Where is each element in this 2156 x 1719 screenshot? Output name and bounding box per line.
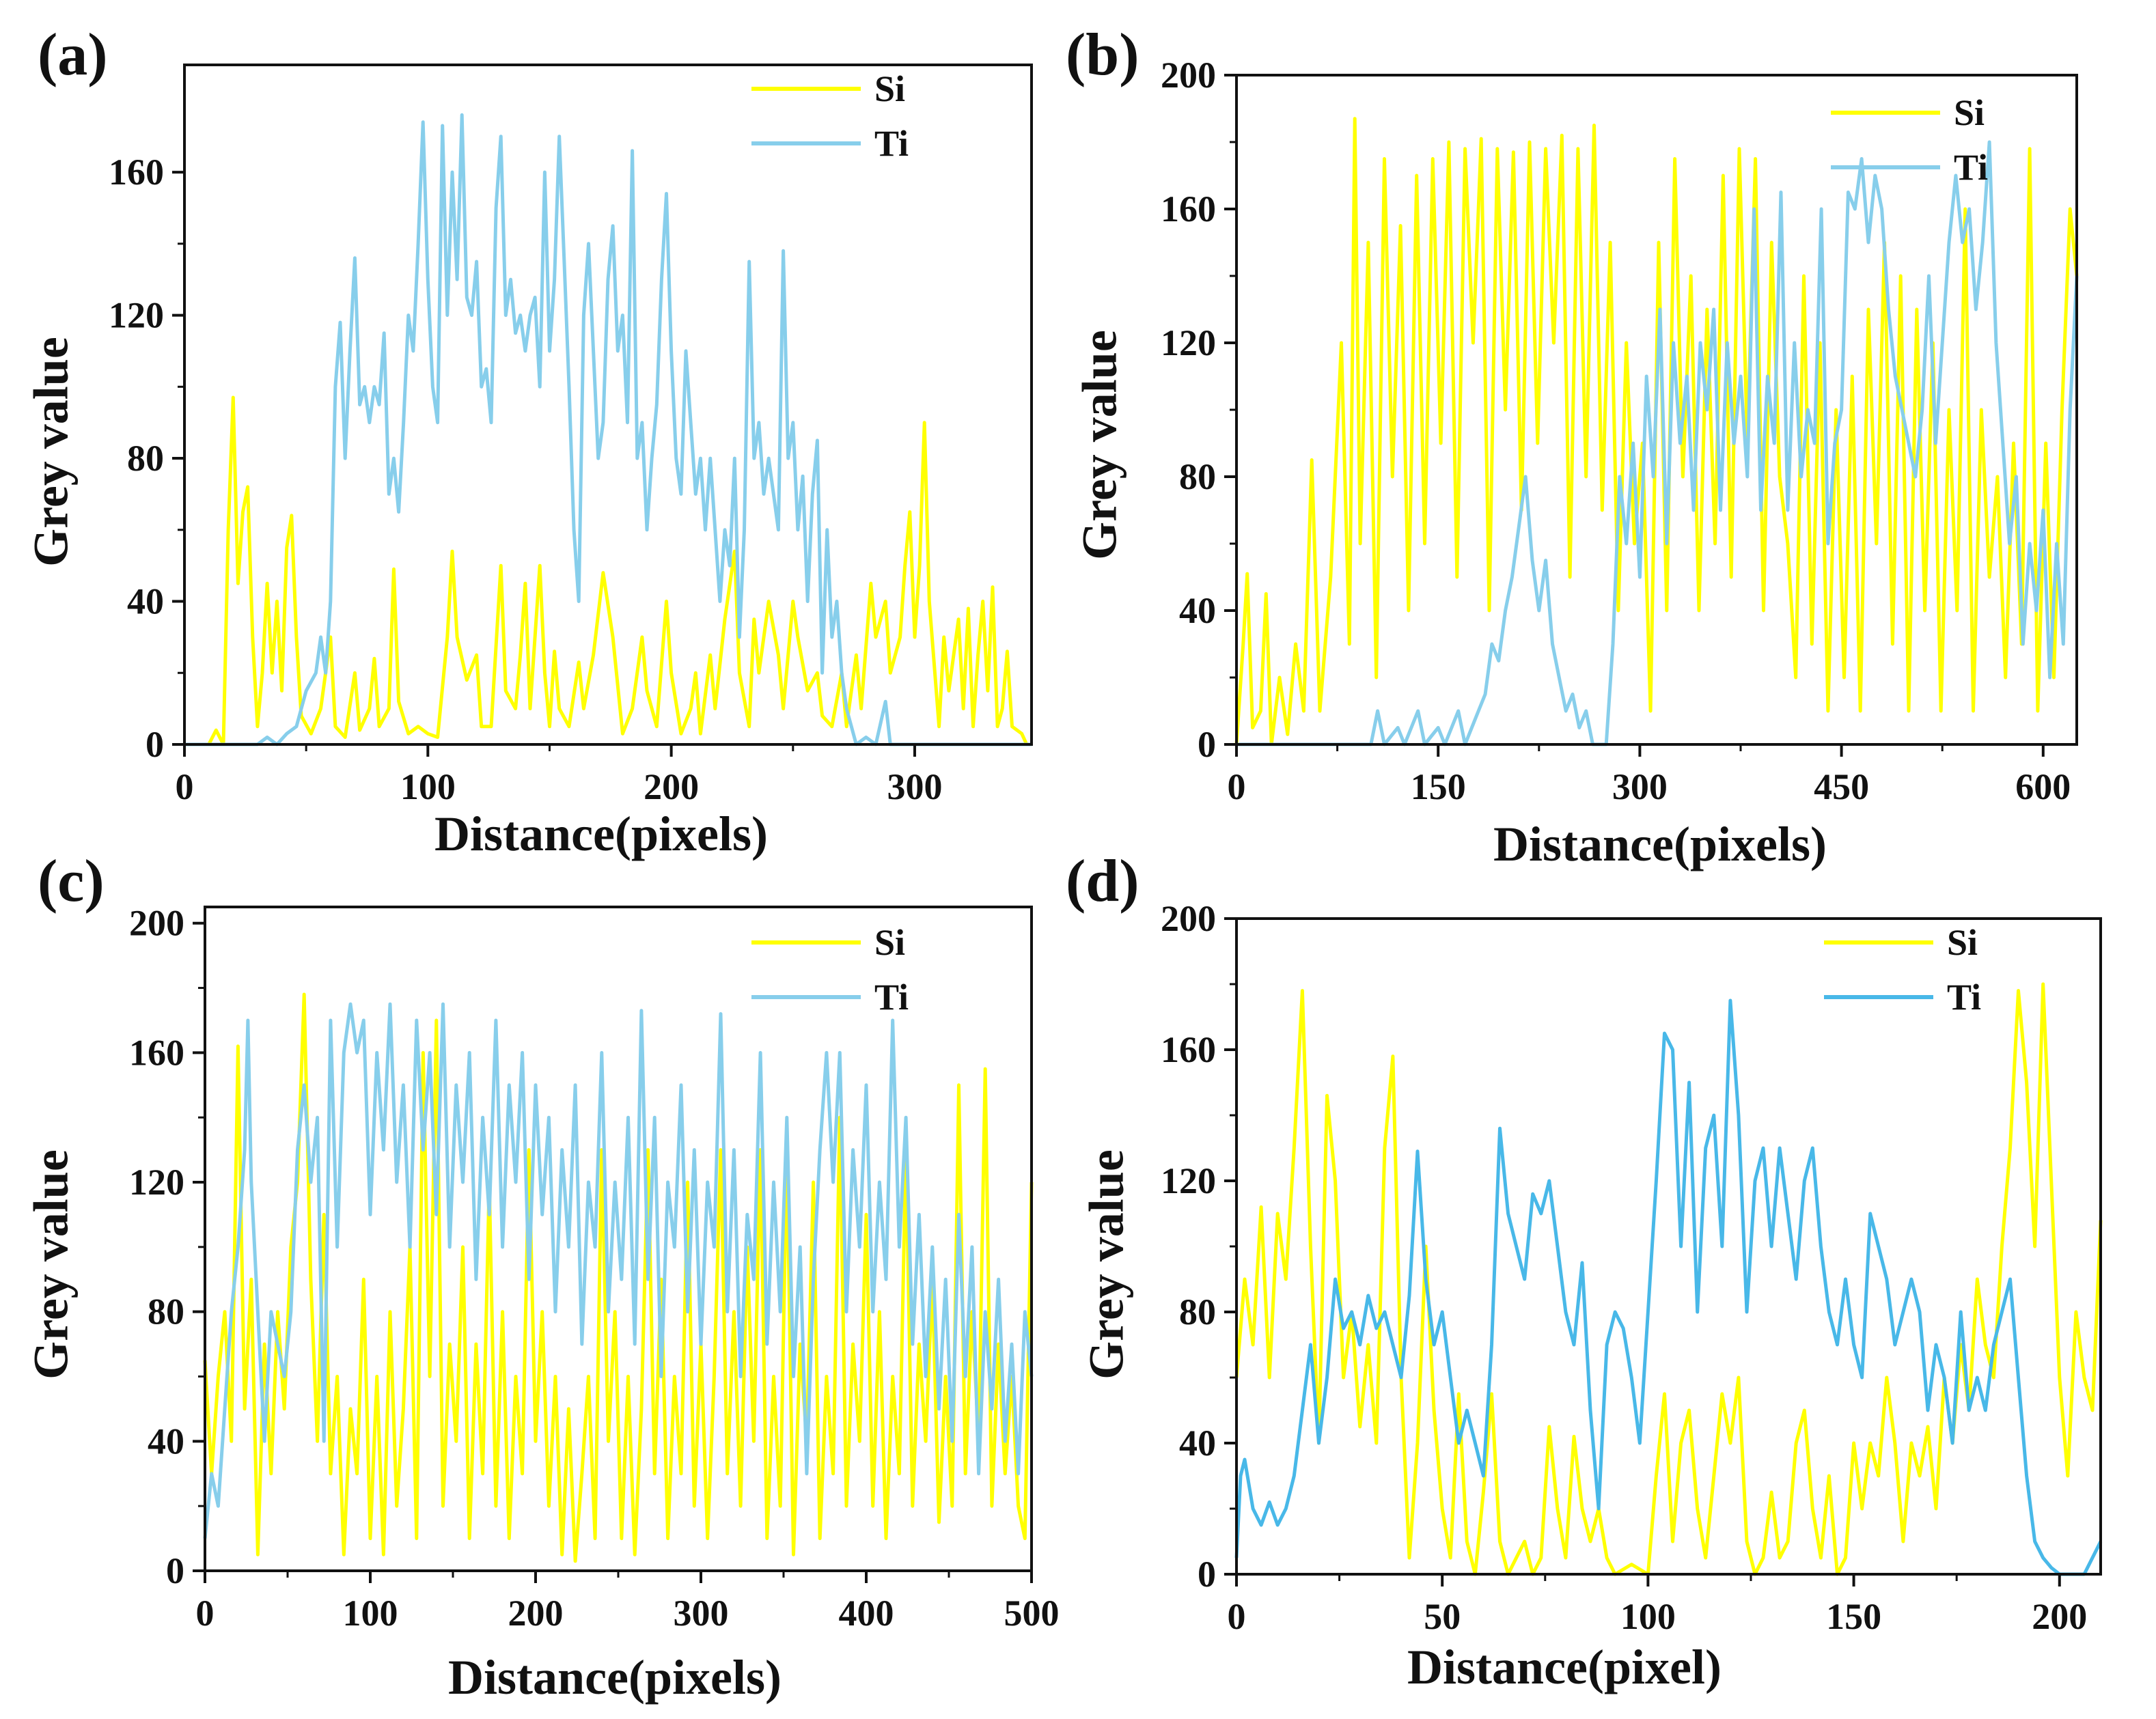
y-tick-label-d: 0 <box>1198 1554 1216 1595</box>
panel-label-a: (a) <box>38 22 108 88</box>
x-tick-label-b: 0 <box>1228 766 1246 807</box>
x-axis-label-b: Distance(pixels) <box>1493 817 1827 871</box>
chart-c: 0 100 200 300 400 500 0 40 80 120 160 200 Si Ti <box>129 903 1060 1634</box>
legend-label-ti-b: Ti <box>1954 147 1988 188</box>
legend-label-si-d: Si <box>1947 922 1978 963</box>
x-tick-label-d: 50 <box>1424 1596 1461 1637</box>
x-tick-label-c: 300 <box>674 1593 729 1634</box>
x-tick-label-c: 400 <box>839 1593 894 1634</box>
series-line-ti-d <box>1234 998 2103 1576</box>
y-tick-label-d: 40 <box>1179 1423 1216 1464</box>
y-tick-label-d: 80 <box>1179 1291 1216 1332</box>
y-tick-label-a: 120 <box>109 295 164 336</box>
y-tick-label-a: 40 <box>127 581 164 622</box>
x-tick-label-a: 0 <box>176 766 194 807</box>
series-line-si-d <box>1234 982 2103 1576</box>
x-axis-label-c: Distance(pixels) <box>448 1650 782 1705</box>
panel-b: (b) Grey value Distance(pixels) 0 150 300 4… <box>1066 0 2156 871</box>
y-tick-label-c: 80 <box>148 1291 184 1332</box>
panel-label-b: (b) <box>1066 22 1139 88</box>
panel-label-c: (c) <box>38 848 105 914</box>
chart-a: 0 100 200 300 0 40 80 120 160 Si Ti <box>109 64 1033 807</box>
y-tick-label-b: 200 <box>1161 55 1216 96</box>
y-tick-label-a: 80 <box>127 438 164 479</box>
x-axis-label-a: Distance(pixels) <box>434 807 768 861</box>
chart-b: 0 150 300 450 600 0 40 80 120 160 200 Si Ti <box>1161 55 2079 807</box>
plot-frame-a <box>183 64 1033 746</box>
y-tick-label-b: 80 <box>1179 456 1216 497</box>
panel-a: (a) Grey value Distance(pixels) 0 100 200 3… <box>0 0 1066 861</box>
panel-d: (d) Grey value Distance(pixel) 0 50 100 150… <box>1066 848 2156 1719</box>
panel-label-d: (d) <box>1066 848 1139 914</box>
series-line-si-c <box>203 992 1034 1563</box>
series-line-si-b <box>1234 117 2079 746</box>
x-tick-label-a: 100 <box>400 766 456 807</box>
x-tick-label-c: 0 <box>196 1593 215 1634</box>
x-tick-label-b: 450 <box>1814 766 1869 807</box>
y-tick-label-d: 120 <box>1161 1160 1216 1201</box>
series-line-si-a <box>184 395 1029 746</box>
legend-label-ti-d: Ti <box>1947 977 1981 1018</box>
legend-label-ti-a: Ti <box>874 123 909 164</box>
y-tick-label-d: 200 <box>1161 898 1216 939</box>
y-tick-label-b: 160 <box>1161 188 1216 229</box>
x-tick-label-d: 100 <box>1620 1596 1676 1637</box>
legend-label-ti-c: Ti <box>874 977 909 1018</box>
y-tick-label-c: 40 <box>148 1421 184 1462</box>
series-line-ti-a <box>184 113 1032 746</box>
y-tick-label-c: 120 <box>129 1162 184 1203</box>
y-tick-label-c: 160 <box>129 1032 184 1073</box>
y-tick-label-b: 120 <box>1161 322 1216 363</box>
y-tick-label-a: 0 <box>146 724 164 765</box>
x-axis-label-d: Distance(pixel) <box>1407 1640 1722 1694</box>
x-tick-label-a: 200 <box>644 766 699 807</box>
y-tick-label-b: 0 <box>1198 724 1216 765</box>
x-tick-label-b: 300 <box>1612 766 1668 807</box>
x-tick-label-a: 300 <box>887 766 942 807</box>
x-tick-label-c: 500 <box>1004 1593 1060 1634</box>
y-tick-label-c: 0 <box>166 1550 184 1591</box>
legend-label-si-a: Si <box>874 68 905 109</box>
x-tick-label-c: 200 <box>508 1593 564 1634</box>
y-tick-label-c: 200 <box>129 903 184 944</box>
series-line-ti-b <box>1236 140 2079 746</box>
panel-c: (c) Grey value Distance(pixels) 0 100 200 3… <box>0 848 1066 1719</box>
series-line-ti-c <box>203 1002 1034 1539</box>
x-tick-label-d: 0 <box>1228 1596 1246 1637</box>
x-tick-label-d: 200 <box>2032 1596 2087 1637</box>
x-tick-label-b: 150 <box>1411 766 1466 807</box>
x-tick-label-c: 100 <box>343 1593 398 1634</box>
y-tick-label-a: 160 <box>109 152 164 193</box>
y-tick-label-b: 40 <box>1179 590 1216 631</box>
x-tick-label-b: 600 <box>2015 766 2071 807</box>
y-tick-label-d: 160 <box>1161 1029 1216 1070</box>
chart-d: 0 50 100 150 200 0 40 80 120 160 200 Si Ti <box>1161 898 2103 1637</box>
legend-label-si-c: Si <box>874 922 905 963</box>
legend-label-si-b: Si <box>1954 92 1985 133</box>
x-tick-label-d: 150 <box>1826 1596 1881 1637</box>
